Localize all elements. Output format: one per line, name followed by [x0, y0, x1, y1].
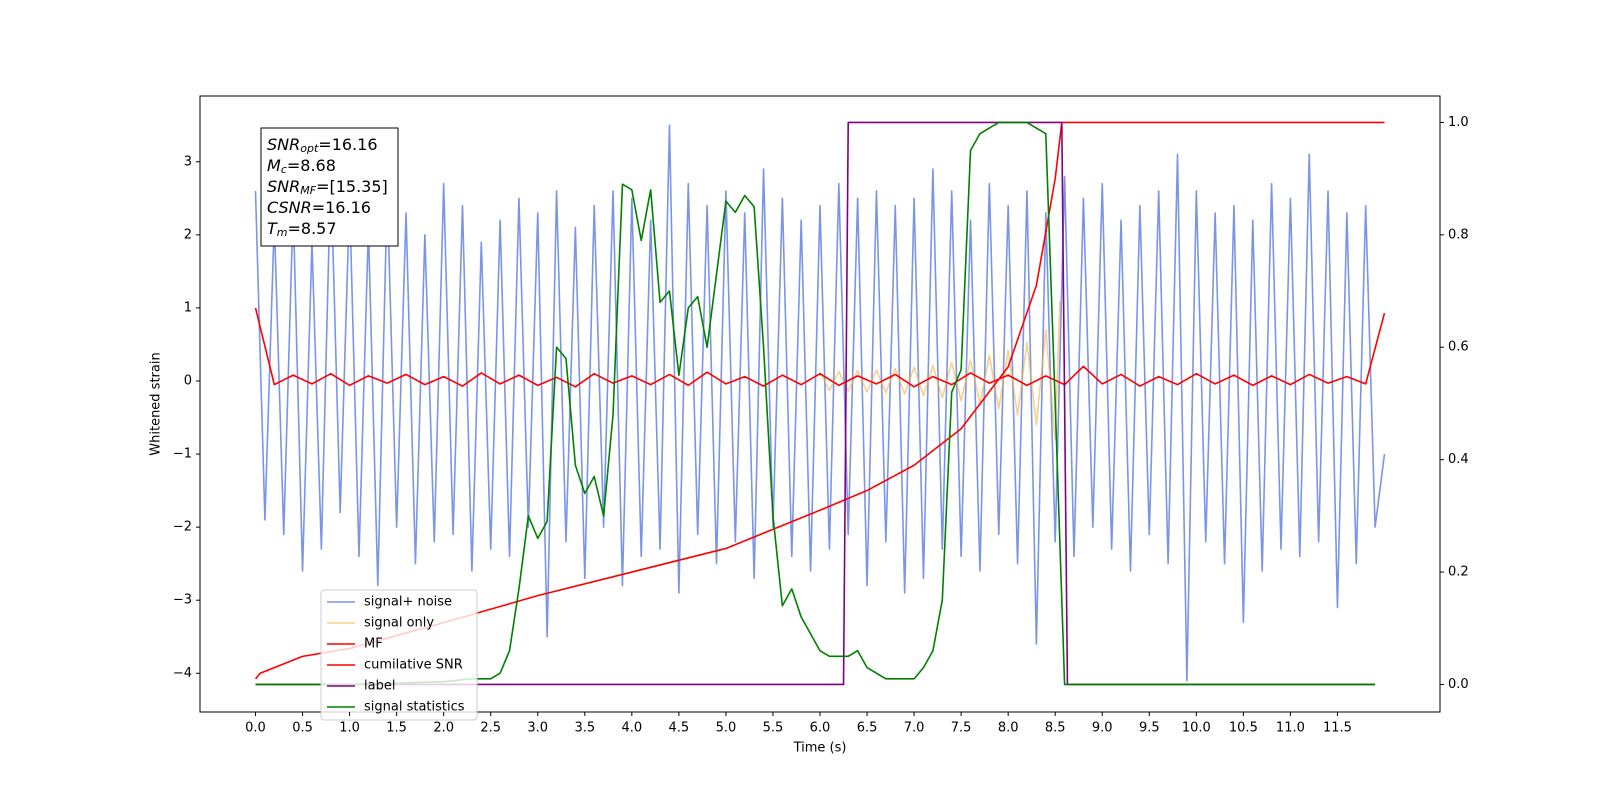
x-tick-label: 10.0 [1182, 721, 1211, 736]
legend-label: signal+ noise [364, 595, 452, 610]
annotation-symbol: SNR [267, 177, 300, 196]
annotation-value: =16.16 [312, 198, 371, 217]
annotation-line: Tm=8.57 [267, 219, 337, 240]
annotation-symbol: M [267, 156, 281, 175]
x-tick-label: 11.0 [1276, 721, 1305, 736]
x-tick-label: 5.0 [716, 721, 737, 736]
x-tick-label: 9.0 [1092, 721, 1113, 736]
series-line [254, 124, 1386, 682]
legend-label: signal statistics [364, 700, 465, 715]
legend-label: MF [364, 637, 383, 652]
x-tick-label: 0.0 [245, 721, 266, 736]
y-tick-label: 1 [184, 300, 192, 315]
x-axis-label: Time (s) [793, 741, 847, 756]
y-tick-label: −1 [173, 447, 192, 462]
x-tick-label: 6.5 [857, 721, 878, 736]
y2-tick-label: 0.4 [1448, 452, 1469, 467]
y-tick-label: 3 [184, 154, 192, 169]
x-tick-label: 3.5 [574, 721, 595, 736]
x-tick-label: 7.0 [904, 721, 925, 736]
annotation-subscript: c [281, 163, 287, 176]
annotation-line: SNRopt=16.16 [267, 135, 378, 156]
annotation-box: SNRopt=16.16Mc=8.68SNRMF=[15.35]CSNR=16.… [260, 127, 399, 247]
y-tick-label: −2 [173, 520, 192, 535]
x-tick-label: 8.0 [998, 721, 1019, 736]
x-tick-label: 11.5 [1323, 721, 1352, 736]
x-tick-label: 5.5 [763, 721, 784, 736]
annotation-symbol: T [267, 219, 278, 238]
y2-tick-label: 0.0 [1448, 677, 1469, 692]
annotation-value: =16.16 [318, 135, 377, 154]
annotation-subscript: opt [300, 142, 319, 155]
x-tick-label: 4.5 [669, 721, 690, 736]
annotation-line: Mc=8.68 [267, 156, 336, 177]
y-axis-label: Whitened strain [149, 352, 164, 455]
y-tick-label: −3 [173, 593, 192, 608]
annotation-subscript: m [277, 226, 288, 239]
y2-tick-label: 0.8 [1448, 227, 1469, 242]
x-tick-label: 0.5 [292, 721, 313, 736]
x-tick-label: 8.5 [1045, 721, 1066, 736]
y-tick-label: 0 [184, 373, 192, 388]
x-tick-label: 7.5 [951, 721, 972, 736]
x-tick-label: 9.5 [1139, 721, 1160, 736]
annotation-line: CSNR=16.16 [267, 198, 371, 217]
x-tick-label: 4.0 [621, 721, 642, 736]
annotation-value: =8.68 [287, 156, 336, 175]
annotation-value: =[15.35] [316, 177, 388, 196]
y-tick-label: −4 [173, 666, 192, 681]
x-tick-label: 1.0 [339, 721, 360, 736]
annotation-lines: SNRopt=16.16Mc=8.68SNRMF=[15.35]CSNR=16.… [267, 135, 388, 240]
annotation-line: SNRMF=[15.35] [267, 177, 388, 198]
annotation-value: =8.57 [288, 219, 337, 238]
annotation-subscript: MF [300, 184, 316, 197]
legend: signal+ noise signal only MF cumilative SNR… [320, 589, 478, 721]
y2-tick-label: 0.6 [1448, 340, 1469, 355]
legend-label: label [364, 679, 395, 694]
annotation-frame [260, 127, 399, 247]
legend-label: signal only [364, 616, 434, 631]
x-tick-label: 3.0 [527, 721, 548, 736]
series-line [255, 121, 1376, 686]
annotation-symbol: SNR [267, 135, 300, 154]
annotation-symbol: CSNR [267, 198, 312, 217]
x-tick-label: 10.5 [1229, 721, 1258, 736]
legend-label: cumilative SNR [364, 658, 463, 673]
y2-tick-label: 0.2 [1448, 565, 1469, 580]
x-tick-label: 2.0 [433, 721, 454, 736]
x-tick-label: 1.5 [386, 721, 407, 736]
series-line [254, 307, 1386, 388]
x-tick-label: 6.0 [810, 721, 831, 736]
x-tick-label: 2.5 [480, 721, 501, 736]
y2-tick-label: 1.0 [1448, 115, 1469, 130]
legend-frame [320, 589, 478, 721]
y-tick-label: 2 [184, 227, 192, 242]
